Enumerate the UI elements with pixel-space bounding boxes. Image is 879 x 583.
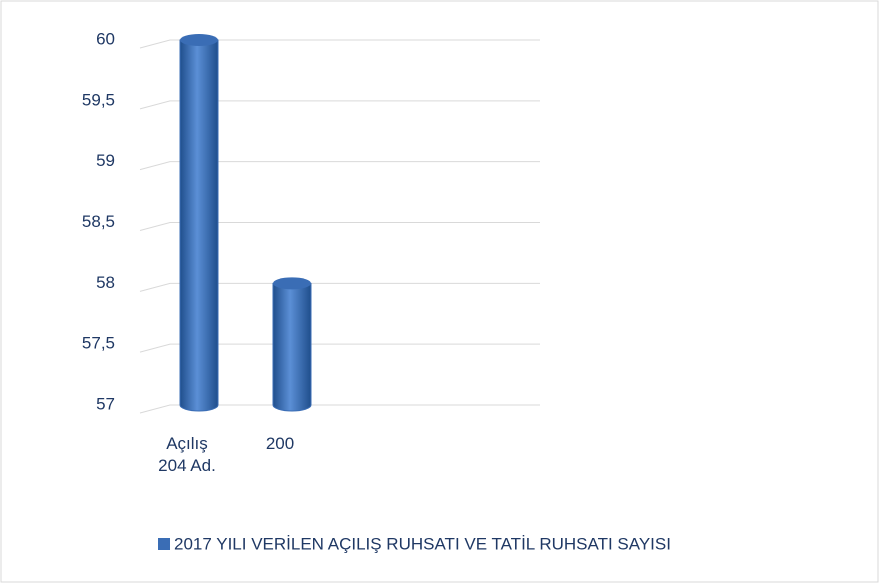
- grid-line: [139, 222, 540, 231]
- bar: [272, 277, 312, 412]
- y-tick-label: 57,5: [82, 334, 115, 353]
- bar-body: [179, 39, 219, 412]
- bar-body: [272, 282, 312, 412]
- bar-top: [273, 277, 311, 290]
- grid-line: [139, 282, 540, 292]
- y-tick-label: 59: [96, 151, 115, 170]
- grid-line: [139, 404, 540, 414]
- bar: [179, 34, 219, 412]
- y-tick-label: 58,5: [82, 212, 115, 231]
- legend-swatch: [158, 538, 170, 550]
- legend-label: 2017 YILI VERİLEN AÇILIŞ RUHSATI VE TATİ…: [174, 534, 671, 553]
- grid-line: [139, 161, 540, 171]
- grid-line: [139, 343, 540, 353]
- grid-line: [139, 39, 540, 49]
- y-tick-label: 59,5: [82, 90, 115, 109]
- y-tick-label: 58: [96, 273, 115, 292]
- x-tick-label: 200: [265, 434, 295, 453]
- grid-line: [139, 100, 540, 110]
- y-tick-label: 57: [96, 394, 115, 413]
- bar-top: [180, 34, 218, 46]
- y-tick-label: 60: [96, 29, 115, 48]
- x-tick-label: Açılış 204 Ad.: [158, 434, 216, 475]
